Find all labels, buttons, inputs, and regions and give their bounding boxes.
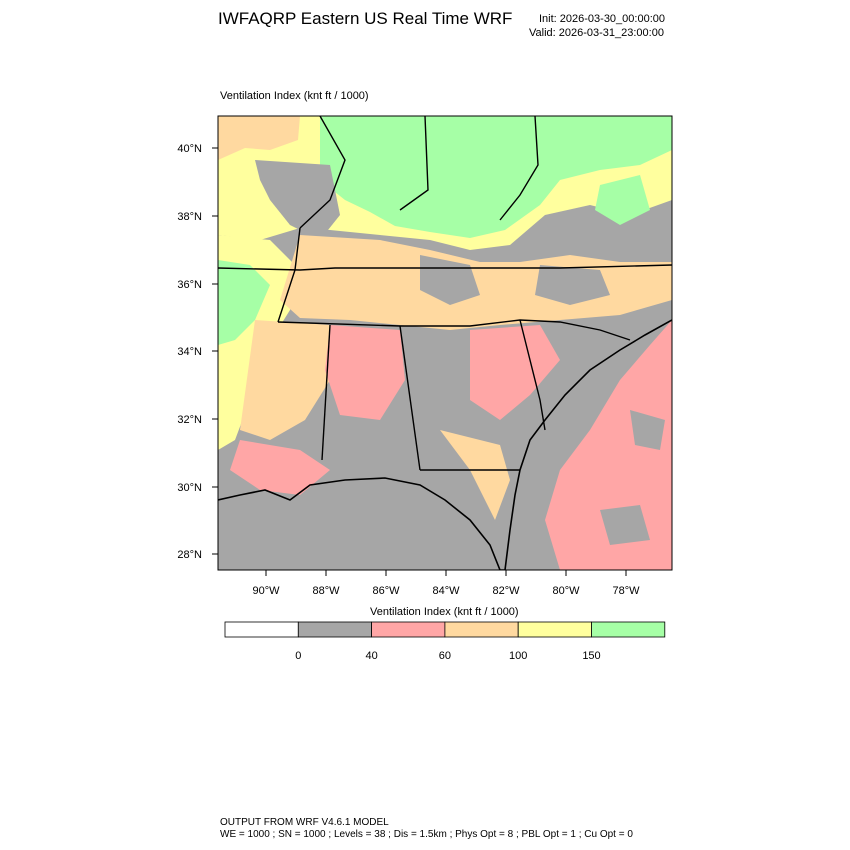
lat-label: 30°N — [177, 482, 202, 494]
ventilation-field — [218, 116, 672, 570]
valid-time: Valid: 2026-03-31_23:00:00 — [529, 27, 664, 39]
colorbar-bin — [371, 621, 446, 638]
field-gray-atlantic-1 — [630, 410, 665, 450]
lon-label: 84°W — [432, 585, 460, 597]
lat-label: 38°N — [177, 211, 202, 223]
variable-label: Ventilation Index (knt ft / 1000) — [220, 90, 369, 102]
field-gray-nc — [535, 265, 610, 305]
lat-label: 36°N — [177, 279, 202, 291]
map-frame — [217, 115, 673, 571]
longitude-axis: 90°W 88°W 86°W 84°W 82°W 80°W 78°W — [252, 570, 640, 597]
boundary-oh-wv — [499, 116, 539, 221]
field-tan-nw — [218, 116, 300, 160]
lon-label: 88°W — [312, 585, 340, 597]
field-pink-alabama — [325, 325, 405, 420]
lat-label: 32°N — [177, 414, 202, 426]
colorbar-tick-label: 60 — [439, 650, 451, 662]
colorbar-bin — [224, 621, 299, 638]
field-pink-georgia — [470, 325, 560, 420]
footer-config-line: WE = 1000 ; SN = 1000 ; Levels = 38 ; Di… — [220, 829, 633, 840]
field-green-virginia — [595, 175, 650, 225]
field-gray-atlantic-2 — [600, 505, 650, 545]
colorbar-tick-label: 40 — [365, 650, 377, 662]
lon-label: 82°W — [492, 585, 520, 597]
boundary-in-oh — [399, 116, 429, 211]
field-gray-illinois — [255, 160, 340, 240]
boundary-mississippi-river — [277, 227, 301, 323]
colorbar-tick-label: 100 — [509, 650, 527, 662]
lon-label: 90°W — [252, 585, 280, 597]
lon-label: 78°W — [612, 585, 640, 597]
field-tan-central — [280, 235, 672, 330]
boundary-il-in — [299, 116, 346, 229]
init-time: Init: 2026-03-30_00:00:00 — [539, 13, 665, 25]
colorbar-bin — [444, 621, 519, 638]
colorbar-bin — [297, 621, 372, 638]
boundary-al-ga — [399, 325, 421, 471]
field-green-ohio-valley — [320, 116, 672, 238]
lat-label: 40°N — [177, 143, 202, 155]
lon-label: 86°W — [372, 585, 400, 597]
state-boundaries — [218, 116, 672, 471]
colorbar-bin — [517, 621, 592, 638]
field-pink-gulf — [230, 440, 330, 495]
colorbar-tick-label: 0 — [295, 650, 301, 662]
colorbar-bin — [591, 621, 666, 638]
footer-model-line: OUTPUT FROM WRF V4.6.1 MODEL — [220, 817, 389, 828]
plot-title: IWFAQRP Eastern US Real Time WRF — [218, 9, 513, 28]
colorbar-title: Ventilation Index (knt ft / 1000) — [370, 606, 519, 618]
colorbar: 0 40 60 100 150 — [224, 621, 666, 662]
field-green-west — [218, 260, 270, 345]
boundary-36n — [218, 264, 672, 271]
field-tan-florida — [440, 430, 510, 520]
boundary-ga-sc — [519, 319, 546, 431]
coastline — [218, 319, 672, 570]
boundary-ms-al — [321, 324, 331, 461]
lon-label: 80°W — [552, 585, 580, 597]
lat-label: 28°N — [177, 549, 202, 561]
colorbar-tick-label: 150 — [582, 650, 600, 662]
lat-label: 34°N — [177, 346, 202, 358]
latitude-axis: 40°N 38°N 36°N 34°N 32°N 30°N 28°N — [177, 143, 218, 561]
field-tan-mississippi — [240, 320, 330, 440]
